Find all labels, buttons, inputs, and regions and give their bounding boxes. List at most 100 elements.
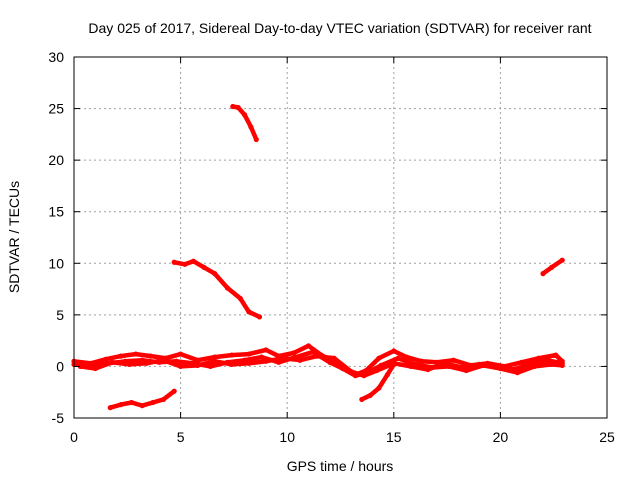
- data-point: [463, 367, 469, 374]
- data-point: [171, 388, 177, 394]
- data-point: [190, 258, 196, 264]
- data-point: [241, 112, 248, 118]
- data-point: [150, 399, 156, 406]
- data-point: [425, 366, 431, 373]
- y-tick-label: 15: [48, 204, 64, 220]
- data-point: [246, 351, 252, 357]
- data-point: [450, 357, 457, 363]
- data-point: [229, 352, 235, 358]
- data-point: [331, 355, 337, 361]
- data-point: [118, 353, 124, 359]
- data-point: [212, 358, 218, 364]
- data-point: [361, 373, 367, 379]
- data-point: [305, 343, 312, 349]
- y-axis-ticks: -5 0 5 10 15 20 25 30: [48, 49, 607, 426]
- x-tick-label: 25: [599, 429, 615, 445]
- data-point: [107, 405, 113, 411]
- plot-frame: [73, 56, 608, 419]
- x-tick-label: 10: [279, 429, 295, 445]
- data-point: [314, 353, 320, 359]
- data-point: [418, 358, 425, 364]
- y-tick-label: 10: [48, 255, 64, 271]
- data-point: [348, 368, 354, 375]
- data-series-2: [171, 258, 262, 320]
- data-point: [201, 264, 207, 271]
- chart-title: Day 025 of 2017, Sidereal Day-to-day VTE…: [88, 20, 591, 36]
- data-point: [259, 354, 265, 360]
- data-point: [280, 355, 286, 361]
- x-tick-label: 5: [177, 429, 185, 445]
- data-point: [459, 364, 465, 371]
- data-point: [367, 392, 373, 398]
- data-point: [519, 359, 525, 365]
- data-point: [493, 362, 499, 368]
- data-point: [92, 365, 98, 372]
- data-point: [195, 357, 201, 363]
- x-tick-label: 0: [70, 429, 78, 445]
- data-point: [476, 361, 482, 367]
- data-point: [178, 363, 184, 370]
- data-point: [237, 295, 243, 301]
- data-point: [160, 396, 167, 403]
- data-point: [128, 399, 135, 406]
- data-point: [143, 360, 150, 366]
- data-point: [160, 357, 167, 363]
- data-series-8: [78, 353, 565, 378]
- data-point: [544, 357, 550, 363]
- data-point: [376, 385, 382, 391]
- data-point: [246, 309, 252, 315]
- y-tick-label: 20: [48, 152, 64, 168]
- data-point: [553, 352, 559, 358]
- data-point: [514, 370, 521, 376]
- x-tick-label: 20: [493, 429, 509, 445]
- data-point: [103, 356, 109, 362]
- data-point: [118, 401, 124, 408]
- data-point: [178, 351, 184, 357]
- data-point: [510, 366, 516, 373]
- data-point: [212, 271, 218, 277]
- data-point: [391, 348, 397, 354]
- data-point: [359, 396, 365, 403]
- data-point: [253, 136, 259, 143]
- data-series-1: [230, 104, 259, 142]
- data-point: [290, 350, 297, 356]
- data-point: [559, 257, 565, 263]
- data-point: [235, 104, 241, 111]
- data-point: [229, 361, 235, 367]
- data-point: [139, 403, 145, 409]
- data-point: [536, 355, 542, 361]
- data-point: [395, 355, 401, 361]
- data-point: [171, 259, 177, 265]
- data-point: [182, 261, 188, 267]
- data-point: [391, 360, 397, 366]
- data-series: [71, 103, 565, 411]
- data-point: [540, 271, 546, 277]
- data-point: [374, 367, 380, 374]
- data-point: [246, 360, 252, 366]
- data-point: [527, 361, 533, 367]
- y-tick-label: 5: [56, 307, 64, 323]
- data-point: [310, 349, 316, 355]
- data-point: [212, 354, 218, 360]
- data-point: [133, 351, 139, 357]
- data-point: [263, 358, 269, 364]
- data-point: [256, 314, 263, 320]
- y-tick-label: 30: [48, 49, 64, 65]
- data-point: [126, 361, 133, 367]
- y-axis-label: SDTVAR / TECUs: [6, 181, 22, 293]
- data-point: [77, 363, 83, 370]
- data-point: [224, 285, 231, 291]
- data-point: [548, 264, 555, 271]
- x-tick-label: 15: [386, 429, 402, 445]
- data-point: [297, 357, 303, 363]
- data-point: [442, 360, 448, 366]
- y-tick-label: 0: [56, 358, 64, 374]
- data-point: [230, 103, 236, 110]
- data-point: [263, 347, 269, 353]
- y-tick-label: -5: [52, 410, 65, 426]
- data-point: [248, 124, 254, 130]
- data-point: [148, 353, 154, 359]
- data-point: [384, 372, 391, 378]
- x-axis-label: GPS time / hours: [287, 458, 394, 474]
